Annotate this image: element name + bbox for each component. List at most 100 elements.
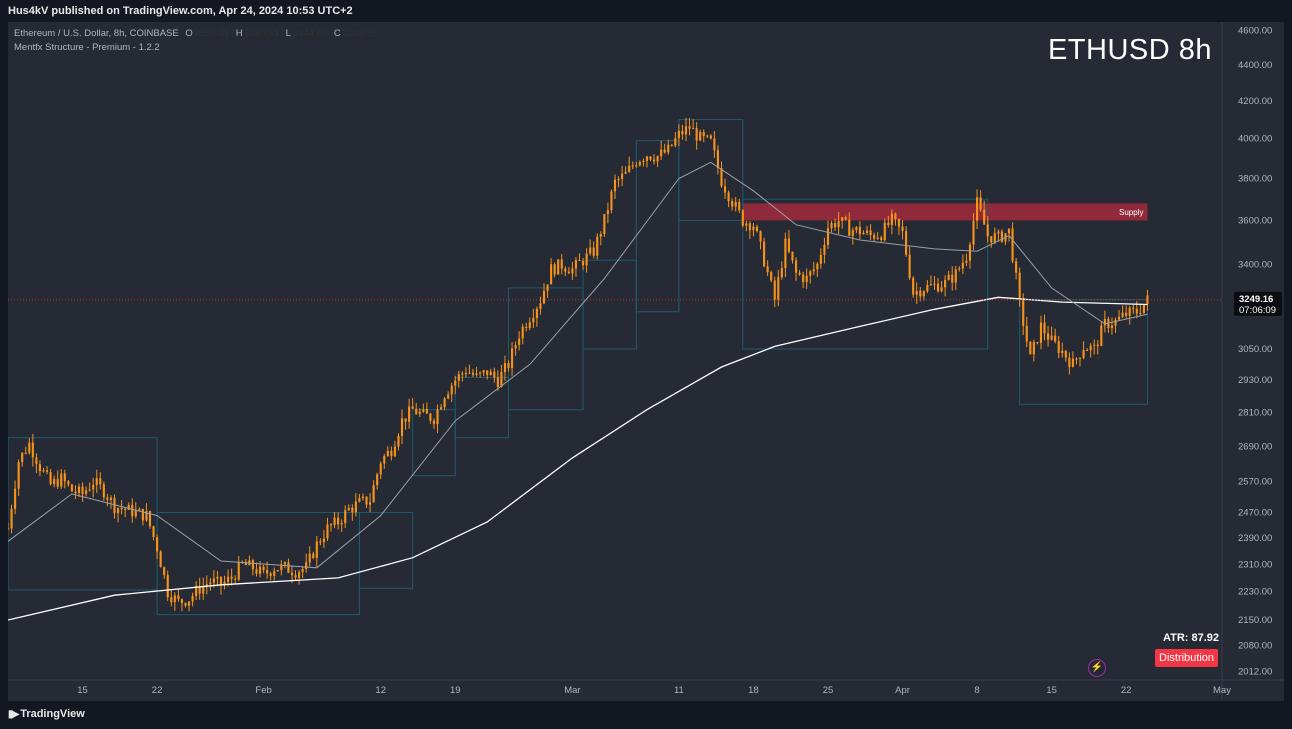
candle-body — [745, 223, 748, 226]
candle-body — [741, 210, 744, 226]
candle-body — [642, 161, 645, 163]
candle-body — [976, 197, 979, 221]
candle-body — [1015, 261, 1018, 273]
candle-body — [890, 213, 893, 226]
candle-body — [997, 231, 1000, 234]
candle-body — [695, 128, 698, 141]
candle-body — [720, 168, 723, 187]
candle-body — [134, 510, 137, 517]
candle-body — [415, 408, 418, 415]
candle-body — [592, 247, 595, 256]
candle-body — [585, 253, 588, 266]
candle-body — [95, 478, 98, 485]
x-axis-tick-label: 12 — [375, 685, 386, 696]
candle-body — [283, 562, 286, 565]
candle-body — [649, 156, 652, 160]
x-axis-tick-label: 11 — [674, 685, 684, 696]
close-value: 3249.16 — [342, 28, 378, 39]
candle-body — [922, 291, 925, 297]
candle-body — [365, 496, 368, 505]
y-axis-tick-label: 2080.00 — [1238, 641, 1272, 652]
indicator-legend: Mentfx Structure - Premium - 1.2.2 — [14, 42, 160, 53]
x-axis-tick-label: 8 — [974, 685, 979, 696]
candle-body — [1096, 344, 1099, 347]
candle-body — [1007, 228, 1011, 234]
candle-body — [429, 413, 432, 421]
candle-body — [670, 144, 673, 146]
candle-body — [131, 504, 134, 517]
candle-body — [539, 303, 542, 309]
candle-body — [443, 398, 446, 408]
lightning-icon[interactable]: ⚡ — [1088, 659, 1106, 677]
candle-body — [475, 373, 478, 375]
candle-body — [354, 501, 357, 513]
candle-body — [340, 522, 343, 525]
candle-body — [628, 165, 631, 172]
candle-body — [503, 363, 507, 372]
candle-body — [809, 271, 812, 276]
candle-body — [1025, 325, 1028, 342]
candle-body — [635, 165, 638, 167]
y-axis-tick-label: 2470.00 — [1238, 507, 1272, 518]
candle-body — [848, 219, 851, 236]
candle-body — [216, 576, 219, 579]
candle-body — [1093, 344, 1096, 346]
price-chart[interactable]: Supply 4600.00 4400.00 4200.00 4000.00 3800.0… — [8, 22, 1284, 701]
candle-body — [557, 259, 560, 275]
x-axis-tick-label: May — [1213, 685, 1231, 696]
candle-body — [1043, 322, 1046, 334]
candle-body — [532, 317, 535, 323]
candle-body — [14, 488, 17, 509]
y-axis-tick-label: 2150.00 — [1238, 615, 1272, 626]
candle-body — [113, 497, 116, 514]
tradingview-logo-text: TradingView — [20, 708, 85, 720]
candle-body — [944, 279, 947, 288]
candle-body — [432, 420, 436, 425]
candle-body — [1135, 308, 1138, 314]
candle-body — [681, 130, 684, 135]
candle-body — [230, 576, 233, 579]
candle-body — [550, 264, 553, 285]
candle-body — [457, 374, 460, 381]
candle-body — [1039, 322, 1043, 343]
candle-body — [684, 126, 688, 135]
candle-body — [1057, 341, 1060, 354]
candle-body — [816, 263, 819, 270]
structure-box — [678, 119, 744, 221]
candle-body — [116, 508, 120, 514]
candle-body — [408, 406, 411, 422]
candle-body — [77, 486, 81, 494]
chart-area[interactable]: Supply 4600.00 4400.00 4200.00 4000.00 3800.0… — [8, 22, 1284, 701]
candle-body — [1061, 350, 1064, 354]
candle-body — [773, 280, 776, 300]
candle-body — [450, 385, 453, 395]
candle-body — [319, 541, 322, 543]
candle-body — [510, 348, 514, 369]
candle-body — [734, 202, 737, 207]
candle-body — [1110, 325, 1114, 329]
candle-body — [244, 561, 247, 566]
candle-body — [1139, 312, 1142, 314]
candle-body — [887, 222, 890, 226]
candle-body — [784, 238, 787, 269]
x-axis-tick-label: Mar — [564, 685, 580, 696]
candle-body — [780, 268, 783, 278]
candle-body — [1011, 228, 1014, 262]
candle-body — [56, 478, 59, 487]
candle-body — [1068, 357, 1071, 367]
candle-body — [979, 197, 982, 210]
candle-body — [961, 262, 964, 269]
tradingview-logo[interactable]: ▮▶ TradingView — [8, 708, 85, 720]
candle-body — [667, 144, 670, 153]
candle-body — [1128, 307, 1131, 316]
candle-body — [223, 581, 226, 586]
candle-body — [514, 345, 517, 349]
candle-body — [1100, 325, 1103, 347]
candle-body — [1046, 333, 1050, 340]
candle-body — [567, 271, 570, 274]
candle-body — [564, 268, 567, 272]
candle-body — [830, 223, 833, 229]
candle-body — [702, 132, 705, 137]
candle-body — [38, 464, 42, 472]
candle-body — [834, 223, 837, 228]
